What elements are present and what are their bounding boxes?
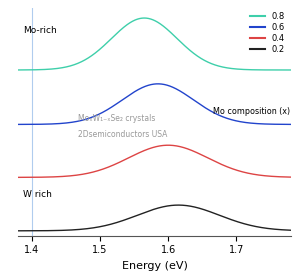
Text: Mo-rich: Mo-rich <box>23 26 57 35</box>
Text: 2Dsemiconductors USA: 2Dsemiconductors USA <box>78 130 167 139</box>
X-axis label: Energy (eV): Energy (eV) <box>122 261 188 271</box>
Text: W rich: W rich <box>23 190 52 199</box>
Legend: 0.8, 0.6, 0.4, 0.2: 0.8, 0.6, 0.4, 0.2 <box>249 10 287 56</box>
Text: Mo composition (x): Mo composition (x) <box>212 107 290 116</box>
Text: MoₓW₁₋ₓSe₂ crystals: MoₓW₁₋ₓSe₂ crystals <box>78 114 155 123</box>
